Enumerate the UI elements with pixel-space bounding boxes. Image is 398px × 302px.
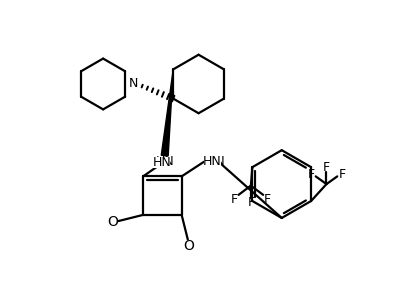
Text: N: N — [129, 78, 139, 91]
Text: F: F — [338, 168, 345, 181]
Text: HN: HN — [206, 155, 225, 168]
FancyBboxPatch shape — [153, 157, 170, 168]
Text: F: F — [230, 193, 238, 206]
Text: O: O — [108, 215, 119, 229]
Text: HN: HN — [153, 156, 172, 169]
Text: F: F — [264, 193, 271, 206]
Text: F: F — [247, 196, 254, 209]
Text: HN: HN — [155, 155, 174, 168]
FancyBboxPatch shape — [204, 156, 221, 167]
Text: F: F — [323, 161, 330, 174]
FancyBboxPatch shape — [128, 79, 140, 89]
Text: O: O — [183, 239, 194, 253]
Polygon shape — [161, 69, 173, 156]
Text: N: N — [129, 78, 139, 91]
Text: HN: HN — [203, 155, 222, 168]
Text: F: F — [308, 168, 315, 181]
